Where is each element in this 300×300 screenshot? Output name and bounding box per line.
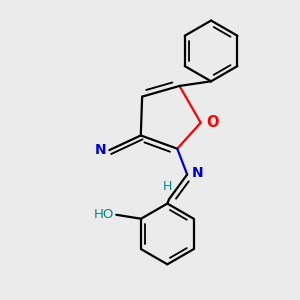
Text: N: N (95, 143, 107, 157)
Text: H: H (163, 180, 172, 193)
Text: O: O (207, 115, 219, 130)
Text: HO: HO (94, 208, 114, 220)
Text: N: N (192, 166, 203, 180)
